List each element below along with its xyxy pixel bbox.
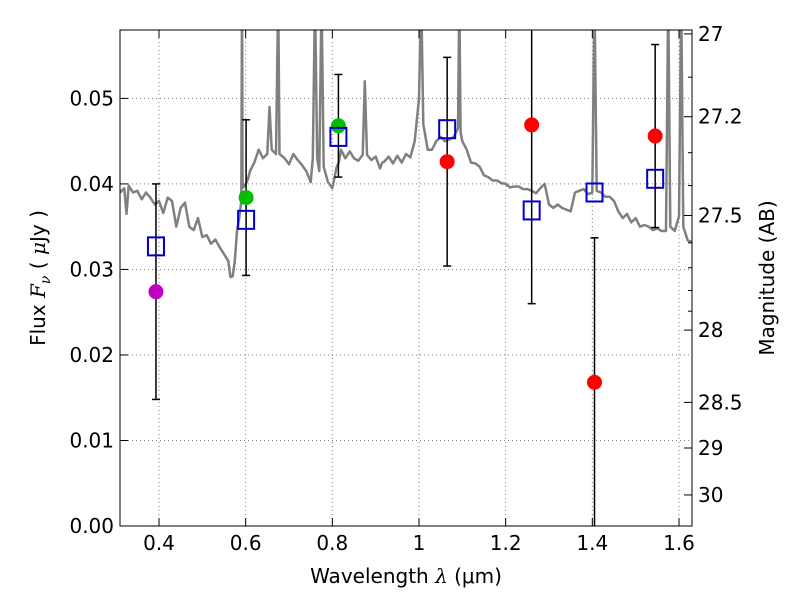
x-tick-label: 0.8 [316, 531, 348, 555]
observed-point [524, 117, 540, 133]
observed-points [148, 117, 663, 390]
magnitude-tick-label: 27 [698, 22, 723, 46]
plot-frame [119, 29, 693, 527]
observed-point [587, 374, 602, 390]
y-axis-ticks: 0.00 0.01 0.02 0.03 0.04 0.05 [69, 86, 128, 538]
magnitude-tick-label: 28 [698, 318, 723, 342]
model-point [438, 119, 457, 140]
x-axis-ticks: 0.4 0.6 0.8 1 1.2 1.4 1.6 [143, 30, 695, 555]
model-point [329, 126, 348, 147]
model-point [146, 236, 165, 257]
y-tick-label: 0.03 [69, 257, 114, 281]
magnitude-axis-ticks: 27 27.2 27.5 28 28.5 29 30 [684, 22, 743, 507]
x-tick-label: 0.6 [230, 531, 262, 555]
y-tick-label: 0.01 [69, 428, 114, 452]
y-tick-label: 0.00 [69, 514, 114, 538]
observed-point [148, 284, 164, 300]
model-point [585, 182, 604, 203]
sed-spectrum-line [120, 30, 692, 279]
model-point [646, 168, 665, 189]
x-tick-label: 1.6 [663, 531, 695, 555]
x-tick-label: 1.4 [576, 531, 608, 555]
grid-lines [120, 30, 692, 527]
magnitude-tick-label: 27.2 [698, 105, 743, 129]
sed-spectrum-group [120, 30, 692, 279]
magnitude-axis-label: Magnitude (AB) [755, 200, 779, 355]
model-points [146, 119, 665, 257]
error-bar [527, 30, 536, 305]
x-tick-label: 0.4 [143, 531, 175, 555]
magnitude-tick-label: 29 [698, 436, 723, 460]
magnitude-tick-label: 27.5 [698, 204, 743, 228]
y-tick-label: 0.02 [69, 343, 114, 367]
magnitude-tick-label: 30 [698, 483, 723, 507]
magnitude-tick-label: 28.5 [698, 390, 743, 414]
x-tick-label: 1.2 [490, 531, 522, 555]
x-axis-label: Wavelength λ (μm) [310, 564, 502, 588]
y-axis-label: Flux Fν ( μJy ) [26, 210, 54, 346]
observed-point [238, 190, 254, 206]
y-tick-label: 0.04 [69, 172, 114, 196]
model-point [237, 209, 256, 230]
y-tick-label: 0.05 [69, 86, 114, 110]
observed-point [330, 118, 346, 134]
x-tick-label: 1 [413, 531, 426, 555]
observed-point [647, 128, 663, 144]
model-point [522, 200, 541, 221]
observed-point [439, 154, 455, 170]
